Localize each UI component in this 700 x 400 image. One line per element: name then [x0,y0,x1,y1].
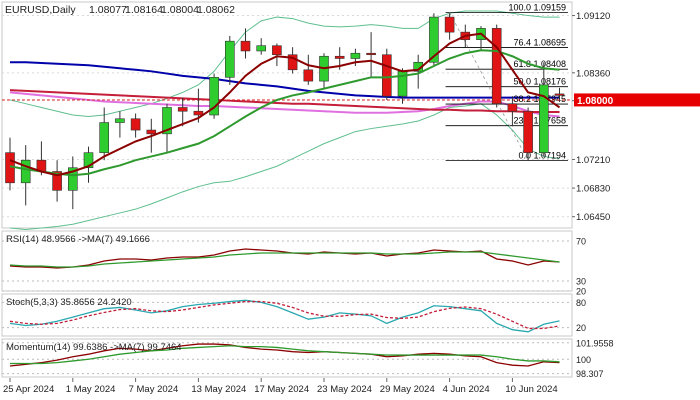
candle-body [162,107,172,135]
bollinger-lower-line [9,103,560,231]
price-tick-label: 1.06830 [576,184,610,195]
chart-header-high: 1.08164 [125,4,163,16]
current-price-label: 1.08000 [577,96,614,107]
candle-body [68,167,78,191]
candle-body [429,16,439,63]
candle-body [193,110,204,116]
rsi-tick-label: 70 [576,237,586,247]
short-moving-averages [9,32,561,177]
momentum-tick-label: 100 [576,355,591,365]
candle-body [240,40,251,52]
bollinger-upper-line [9,10,560,118]
candle-body [99,122,109,153]
time-tick-label: 23 May 2024 [317,384,372,395]
momentum-series-line [9,343,560,367]
candle-body [177,107,188,112]
candle-body [20,159,31,184]
candle-body [52,171,62,191]
chart-header-close: 1.08062 [197,4,235,16]
candle-body [256,45,267,52]
candle-body [225,40,235,78]
candle-body [491,28,502,105]
candle-body [538,84,549,153]
stoch-tick-label: 20 [576,323,586,333]
chart-header-symbol: EURUSD,Daily [5,4,76,16]
time-tick-label: 25 Apr 2024 [3,384,54,395]
candle-body [146,129,157,135]
momentum-label: Momentum(14) 99.6386 ->MA(7) 99.7464 [6,342,182,353]
candlesticks [5,13,565,210]
current-price-badge [574,93,700,107]
fib-level-label: 50.0 1.08176 [513,77,566,87]
time-tick-label: 4 Jun 2024 [443,384,490,395]
fib-level-label: 61.8 1.08408 [513,59,566,69]
rsi-label: RSI(14) 48.9566 ->MA(7) 49.1666 [6,234,150,245]
candle-body [272,45,282,56]
candle-body [523,110,533,153]
candle-body [350,52,361,59]
stoch-label: Stoch(5,3,3) 35.8656 24.2420 [6,297,132,308]
price-tick-label: 1.07210 [576,155,610,166]
candle-body [381,54,392,97]
time-tick-label: 29 May 2024 [380,384,435,395]
chart-header-open: 1.08077 [89,4,127,16]
candle-body [209,77,219,116]
momentum-panel-frame [1,338,573,378]
time-tick-label: 7 May 2024 [129,384,179,395]
candle-body [303,69,314,82]
rsi-tick-label: 20 [576,287,586,297]
price-tick-label: 1.06450 [576,212,610,223]
time-axis: 25 Apr 2024 1 May 2024 7 May 2024 13 May 20… [3,378,558,395]
stoch-panel-frame [1,293,573,337]
momentum-series-line [10,345,560,365]
stoch-tick-label: 80 [576,298,586,308]
slow-ma-line [10,61,560,99]
fib-level-label: 100.0 1.09159 [508,3,566,13]
candle-body [366,52,376,56]
long-moving-averages [9,61,560,118]
candle-body [334,55,345,59]
long-ma-red-line [9,89,560,113]
price-tick-label: 1.09120 [576,11,610,22]
time-tick-label: 1 May 2024 [66,384,116,395]
candle-body [287,54,298,71]
rsi-series-line [9,251,560,268]
fib-level-label: 76.4 1.08695 [513,38,566,48]
fib-trend-line [449,12,529,161]
rsi-tick-label: 30 [576,277,586,287]
momentum-tick-label: 101.9558 [576,338,614,348]
candle-body [554,93,565,96]
stoch-series-line [9,300,560,330]
chart-header-low: 1.08004 [161,4,199,16]
price-panel-frame [1,1,573,229]
candle-body [130,118,141,131]
candle-body [507,103,518,112]
long-ma-pink-line [9,91,560,118]
fast-ma-line [9,32,561,177]
stoch-series-line [9,299,560,333]
price-grid [2,15,572,218]
momentum-tick-label: 98.307 [576,369,604,379]
bollinger-bands [9,10,560,231]
time-tick-label: 13 May 2024 [191,384,246,395]
candle-body [83,152,94,169]
time-tick-label: 17 May 2024 [254,384,309,395]
price-axis: 1.091201.083601.079901.072101.068301.064… [572,11,700,223]
candle-body [115,118,125,123]
price-tick-label: 1.08360 [576,68,610,79]
fib-level-label: 0.0 1.07194 [518,151,566,161]
mid-ma-line [9,49,560,177]
time-tick-label: 10 Jun 2024 [505,384,557,395]
candle-body [444,16,455,33]
